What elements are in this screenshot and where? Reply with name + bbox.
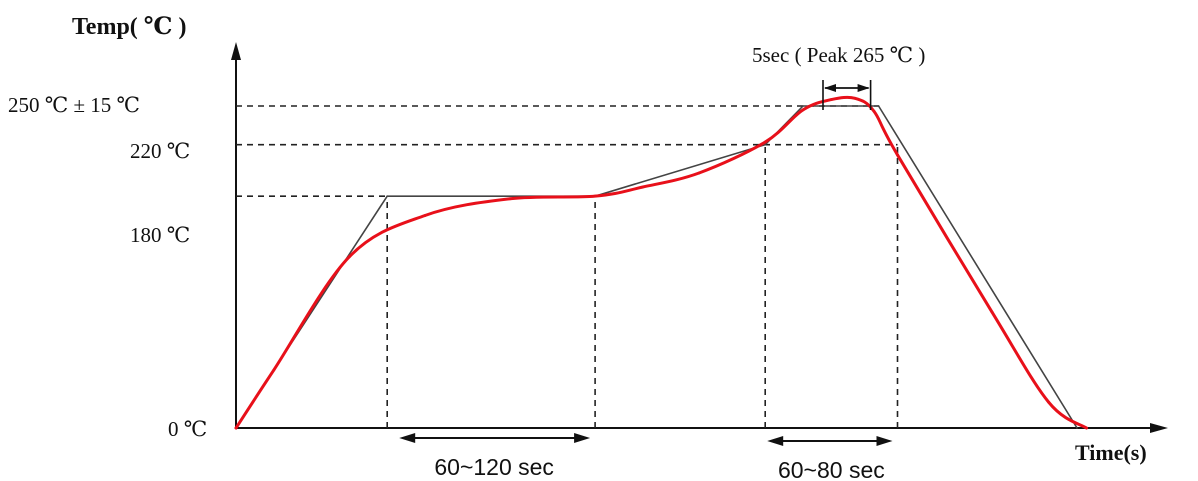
y-tick-label-250: 250 ℃ ± 15 ℃ (8, 93, 140, 117)
smooth-point-2 (348, 255, 351, 259)
smooth-point-13 (896, 153, 899, 157)
peak-arrow-head-left (824, 84, 836, 92)
smooth-point-7 (697, 171, 701, 175)
y-axis-label: Temp( ℃ ) (72, 14, 187, 40)
x-axis-label: Time(s) (1075, 440, 1147, 465)
smooth-point-15 (1047, 400, 1051, 404)
peak-label: 5sec ( Peak 265 ℃ ) (752, 43, 925, 67)
span-arrow-preheat-head-left (399, 433, 416, 443)
y-tick-label-0: 0 ℃ (168, 417, 207, 441)
y-axis-arrow (231, 42, 241, 60)
span-arrow-preheat-head-right (574, 433, 591, 443)
y-tick-label-220: 220 ℃ (130, 139, 190, 163)
span-arrow-reflow-head-left (767, 436, 784, 446)
profile-line-smooth (234, 95, 1088, 430)
smooth-point-8 (763, 140, 767, 144)
y-tick-label-180: 180 ℃ (130, 223, 190, 247)
smooth-point-3 (423, 214, 427, 217)
smooth-point-1 (272, 368, 276, 372)
span-label-reflow: 60~80 sec (778, 457, 885, 481)
smooth-point-0 (234, 426, 238, 430)
x-axis-arrow (1150, 423, 1168, 433)
reference-lines (236, 105, 899, 428)
straight-point-5 (877, 105, 880, 107)
smooth-point-10 (829, 98, 833, 101)
smooth-point-4 (508, 197, 512, 201)
annotations: 60~120 sec 60~80 sec 5sec ( Peak 265 ℃ ) (399, 43, 925, 481)
span-arrow-reflow-head-right (876, 436, 893, 446)
straight-point-6 (1076, 427, 1078, 429)
straight-point-1 (386, 195, 389, 197)
smooth-point-6 (640, 185, 644, 189)
smooth-point-11 (853, 96, 857, 100)
smooth-point-12 (872, 109, 876, 113)
series-layer (234, 95, 1088, 430)
smooth-point-9 (801, 108, 805, 112)
smooth-point-16 (1085, 426, 1088, 430)
smooth-point-14 (990, 310, 994, 314)
straight-point-4 (802, 105, 804, 107)
straight-point-3 (764, 143, 766, 146)
peak-arrow-head-right (857, 84, 870, 92)
smooth-point-5 (593, 194, 597, 198)
profile-line-straight (235, 105, 1078, 429)
span-label-preheat: 60~120 sec (434, 454, 554, 480)
